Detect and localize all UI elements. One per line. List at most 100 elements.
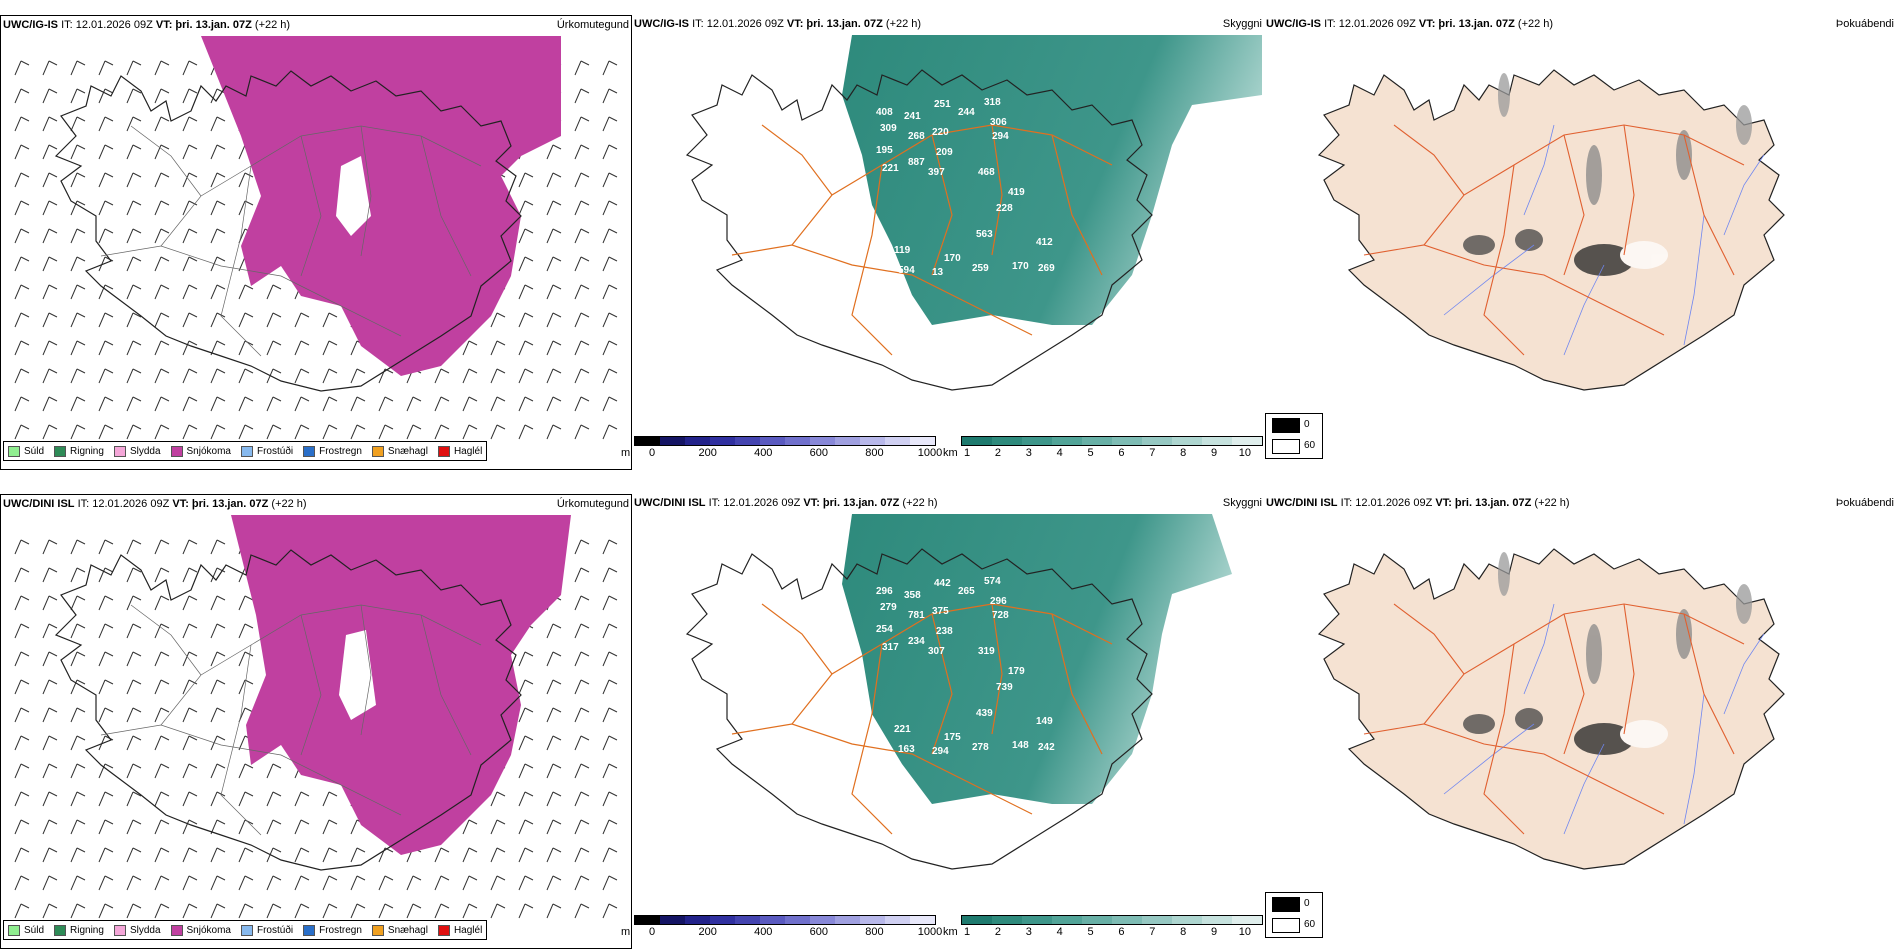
wind-barb	[14, 539, 30, 555]
road-line	[1563, 134, 1585, 276]
colorbar-tick: 1	[963, 926, 971, 938]
wind-barb	[126, 172, 142, 188]
wind-barb	[42, 623, 58, 639]
wind-barb	[266, 875, 282, 891]
road-line	[731, 723, 1033, 815]
wind-barb	[322, 312, 338, 328]
wind-barb	[546, 679, 562, 695]
cloud-map: 296 358 442 265 574 296 279 781 375 254 238 234 317 3…	[685, 514, 1232, 870]
wind-barb	[126, 256, 142, 272]
wind-barb	[14, 651, 30, 667]
wind-barb	[238, 763, 254, 779]
wind-barb	[490, 368, 506, 384]
road-line	[300, 135, 322, 277]
colorbar-tick: 3	[1025, 926, 1032, 938]
cloud-base-label: 296	[990, 596, 1007, 607]
wind-barb	[14, 763, 30, 779]
visibility-colorbar-1: 1 2 3 4 5 6 7 8 9 10 km	[943, 436, 1263, 459]
wind-barb	[98, 172, 114, 188]
cloud-base-label: 149	[1036, 716, 1053, 727]
wind-barb	[574, 707, 590, 723]
wind-barb	[322, 340, 338, 356]
colorbar-tick: 5	[1087, 447, 1094, 459]
wind-barb	[182, 424, 198, 440]
wind-barb	[154, 819, 170, 835]
cloud-base-label: 594	[898, 265, 915, 276]
road-line	[1623, 603, 1635, 735]
wind-barb	[574, 595, 590, 611]
wind-barb	[294, 791, 310, 807]
wind-barb	[98, 144, 114, 160]
cloud-base-label: 419	[1008, 187, 1025, 198]
colorbar-segment	[785, 437, 810, 445]
legend-label: Slydda	[129, 445, 161, 457]
cloud-base-labels: 296 358 442 265 574 296 279 781 375 254 238 234 317 3…	[850, 576, 1055, 817]
wind-barb	[98, 200, 114, 216]
legend-label: Rigning	[70, 924, 104, 936]
wind-barb	[238, 368, 254, 384]
fog-legend-1: 0 60	[1265, 413, 1323, 459]
legend-label: Frostregn	[319, 445, 362, 457]
wind-barb	[126, 623, 142, 639]
wind-barb	[14, 791, 30, 807]
wind-barb	[574, 312, 590, 328]
road-line	[761, 603, 833, 675]
wind-barb	[238, 312, 254, 328]
cloud-base-labels: 408 241 251 244 318 306 309 268 220 195 209 887 221 3…	[850, 97, 1055, 298]
wind-barb	[182, 791, 198, 807]
wind-barb	[546, 396, 562, 412]
road-line	[130, 604, 202, 676]
low-visibility-area	[842, 514, 1232, 804]
wind-barb	[126, 424, 142, 440]
wind-barb	[322, 368, 338, 384]
fog-swatch-0	[1272, 897, 1300, 912]
road-line	[220, 165, 262, 357]
wind-barb	[126, 791, 142, 807]
colorbar-segment	[1172, 437, 1202, 445]
river-line	[1683, 693, 1705, 825]
road-line	[1051, 613, 1103, 755]
iceland-outline	[685, 548, 1153, 870]
cloud-base-label: 296	[876, 586, 893, 597]
road-line	[1363, 244, 1665, 336]
cloud-base-bar	[634, 915, 936, 925]
road-line	[420, 614, 472, 756]
legend-label: Haglél	[453, 445, 483, 457]
wind-barb	[518, 875, 534, 891]
wind-barb	[42, 60, 58, 76]
wind-barb	[406, 875, 422, 891]
wind-barb	[154, 60, 170, 76]
wind-barb	[154, 396, 170, 412]
wind-barb	[546, 200, 562, 216]
wind-barb	[266, 312, 282, 328]
wind-barb	[602, 539, 618, 555]
road-line	[931, 134, 953, 276]
wind-barb	[406, 903, 422, 919]
road-line	[761, 124, 833, 196]
wind-barb	[42, 228, 58, 244]
coastline	[685, 69, 1153, 391]
legend-label: Súld	[24, 445, 45, 457]
cloud-base-ticks: 0 200 400 600 800 1000	[634, 925, 942, 938]
wind-barb	[126, 284, 142, 300]
wind-barb	[238, 623, 254, 639]
colorbar-tick: 7	[1149, 447, 1156, 459]
wind-barb	[14, 847, 30, 863]
wind-barb	[126, 903, 142, 919]
wind-barb	[546, 819, 562, 835]
colorbar-tick: 200	[698, 926, 717, 938]
colorbar-tick: 8	[1180, 926, 1187, 938]
cloud-base-label: 319	[978, 646, 995, 657]
wind-barb	[518, 903, 534, 919]
wind-barb	[182, 396, 198, 412]
colorbar-segment	[885, 437, 910, 445]
wind-barb	[98, 312, 114, 328]
road-line	[991, 603, 1003, 735]
wind-barb	[98, 424, 114, 440]
wind-barb	[238, 424, 254, 440]
wind-barb	[70, 340, 86, 356]
wind-barb	[294, 847, 310, 863]
cloud-base-label: 468	[978, 167, 995, 178]
colorbar-segment	[835, 916, 860, 924]
wind-barb	[518, 312, 534, 328]
